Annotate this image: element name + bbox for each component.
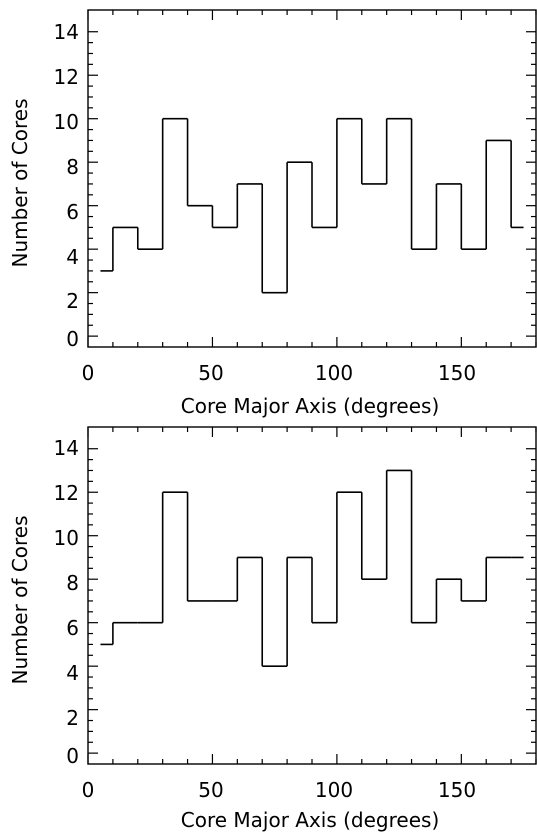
y-tick-label-6: 12 bbox=[54, 65, 79, 89]
x-tick-label-3: 150 bbox=[438, 361, 476, 385]
y-tick-label-1: 2 bbox=[66, 289, 79, 313]
x-tick-label-2: 100 bbox=[315, 361, 353, 385]
y-tick-label-7: 14 bbox=[54, 436, 79, 460]
x-tick-label-0: 0 bbox=[82, 778, 95, 802]
top-histogram: 0 50 100 150 0 2 4 6 8 10 12 14 Core Maj… bbox=[8, 9, 537, 418]
y-tick-label-2: 4 bbox=[66, 245, 79, 269]
x-tick-label-2: 100 bbox=[315, 778, 353, 802]
x-axis-label: Core Major Axis (degrees) bbox=[181, 394, 440, 418]
y-tick-label-0: 0 bbox=[66, 327, 79, 351]
x-tick-label-1: 50 bbox=[198, 778, 223, 802]
y-tick-label-3: 6 bbox=[66, 200, 79, 224]
x-tick-labels: 0 50 100 150 bbox=[82, 361, 476, 385]
y-tick-label-2: 4 bbox=[66, 661, 79, 685]
y-tick-label-6: 12 bbox=[54, 481, 79, 505]
y-tick-label-5: 10 bbox=[54, 526, 79, 550]
y-tick-label-4: 8 bbox=[66, 155, 79, 179]
y-tick-labels: 0 2 4 6 8 10 12 14 bbox=[54, 20, 79, 351]
y-tick-label-4: 8 bbox=[66, 571, 79, 595]
y-axis-label: Number of Cores bbox=[8, 515, 32, 684]
y-tick-label-3: 6 bbox=[66, 616, 79, 640]
y-tick-label-0: 0 bbox=[66, 744, 79, 768]
x-axis-label: Core Major Axis (degrees) bbox=[181, 808, 440, 832]
y-axis-label: Number of Cores bbox=[8, 98, 32, 267]
bottom-histogram: 0 50 100 150 0 2 4 6 8 10 12 14 Core Maj… bbox=[8, 426, 537, 832]
x-tick-label-0: 0 bbox=[82, 361, 95, 385]
y-tick-labels: 0 2 4 6 8 10 12 14 bbox=[54, 436, 79, 768]
x-tick-label-3: 150 bbox=[438, 778, 476, 802]
y-tick-label-5: 10 bbox=[54, 110, 79, 134]
y-tick-label-1: 2 bbox=[66, 706, 79, 730]
x-tick-label-1: 50 bbox=[198, 361, 223, 385]
x-tick-labels: 0 50 100 150 bbox=[82, 778, 476, 802]
y-tick-label-7: 14 bbox=[54, 20, 79, 44]
